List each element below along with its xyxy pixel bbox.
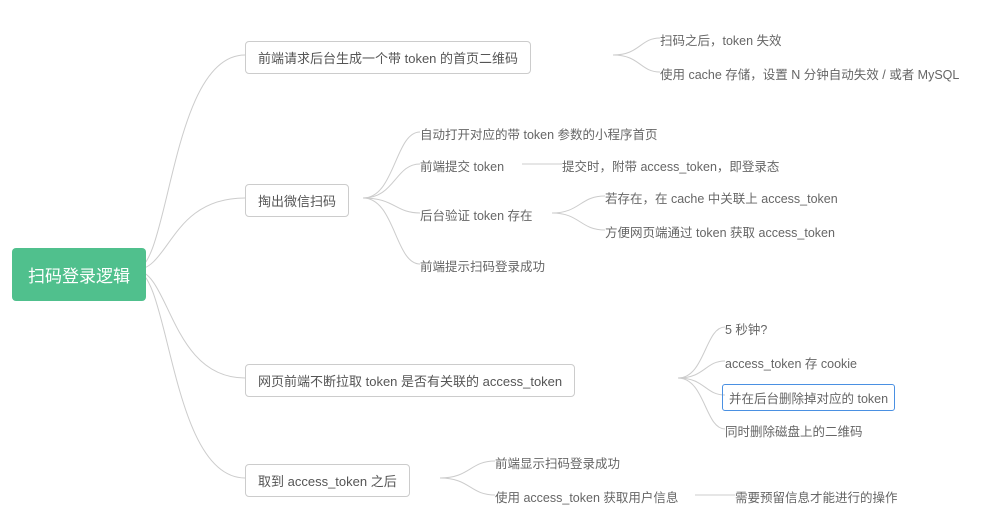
- leaf-b2-c2: 前端提交 token: [420, 156, 504, 175]
- leaf-b1-c2: 使用 cache 存储，设置 N 分钟自动失效 / 或者 MySQL: [660, 64, 959, 83]
- leaf-b3-c4: 同时删除磁盘上的二维码: [725, 421, 863, 440]
- branch-token-qrcode[interactable]: 前端请求后台生成一个带 token 的首页二维码: [245, 41, 531, 74]
- leaf-b3-c1: 5 秒钟?: [725, 319, 767, 338]
- leaf-b2-c3a: 若存在，在 cache 中关联上 access_token: [605, 188, 838, 207]
- branch-poll-token[interactable]: 网页前端不断拉取 token 是否有关联的 access_token: [245, 364, 575, 397]
- leaf-b2-c3b: 方便网页端通过 token 获取 access_token: [605, 222, 835, 241]
- leaf-b1-c1: 扫码之后，token 失效: [660, 30, 782, 49]
- leaf-b2-c3: 后台验证 token 存在: [420, 205, 533, 224]
- leaf-b4-c2: 使用 access_token 获取用户信息: [495, 487, 678, 506]
- branch-got-access-token[interactable]: 取到 access_token 之后: [245, 464, 410, 497]
- leaf-b2-c2a: 提交时，附带 access_token，即登录态: [562, 156, 779, 175]
- branch-wechat-scan[interactable]: 掏出微信扫码: [245, 184, 349, 217]
- leaf-b4-c1: 前端显示扫码登录成功: [495, 453, 620, 472]
- leaf-b2-c4: 前端提示扫码登录成功: [420, 256, 545, 275]
- leaf-b3-c3-selected[interactable]: 并在后台删除掉对应的 token: [722, 384, 895, 411]
- leaf-b3-c2: access_token 存 cookie: [725, 353, 857, 372]
- root-node[interactable]: 扫码登录逻辑: [12, 248, 146, 301]
- leaf-b4-c2a: 需要预留信息才能进行的操作: [735, 487, 898, 506]
- leaf-b2-c1: 自动打开对应的带 token 参数的小程序首页: [420, 124, 658, 143]
